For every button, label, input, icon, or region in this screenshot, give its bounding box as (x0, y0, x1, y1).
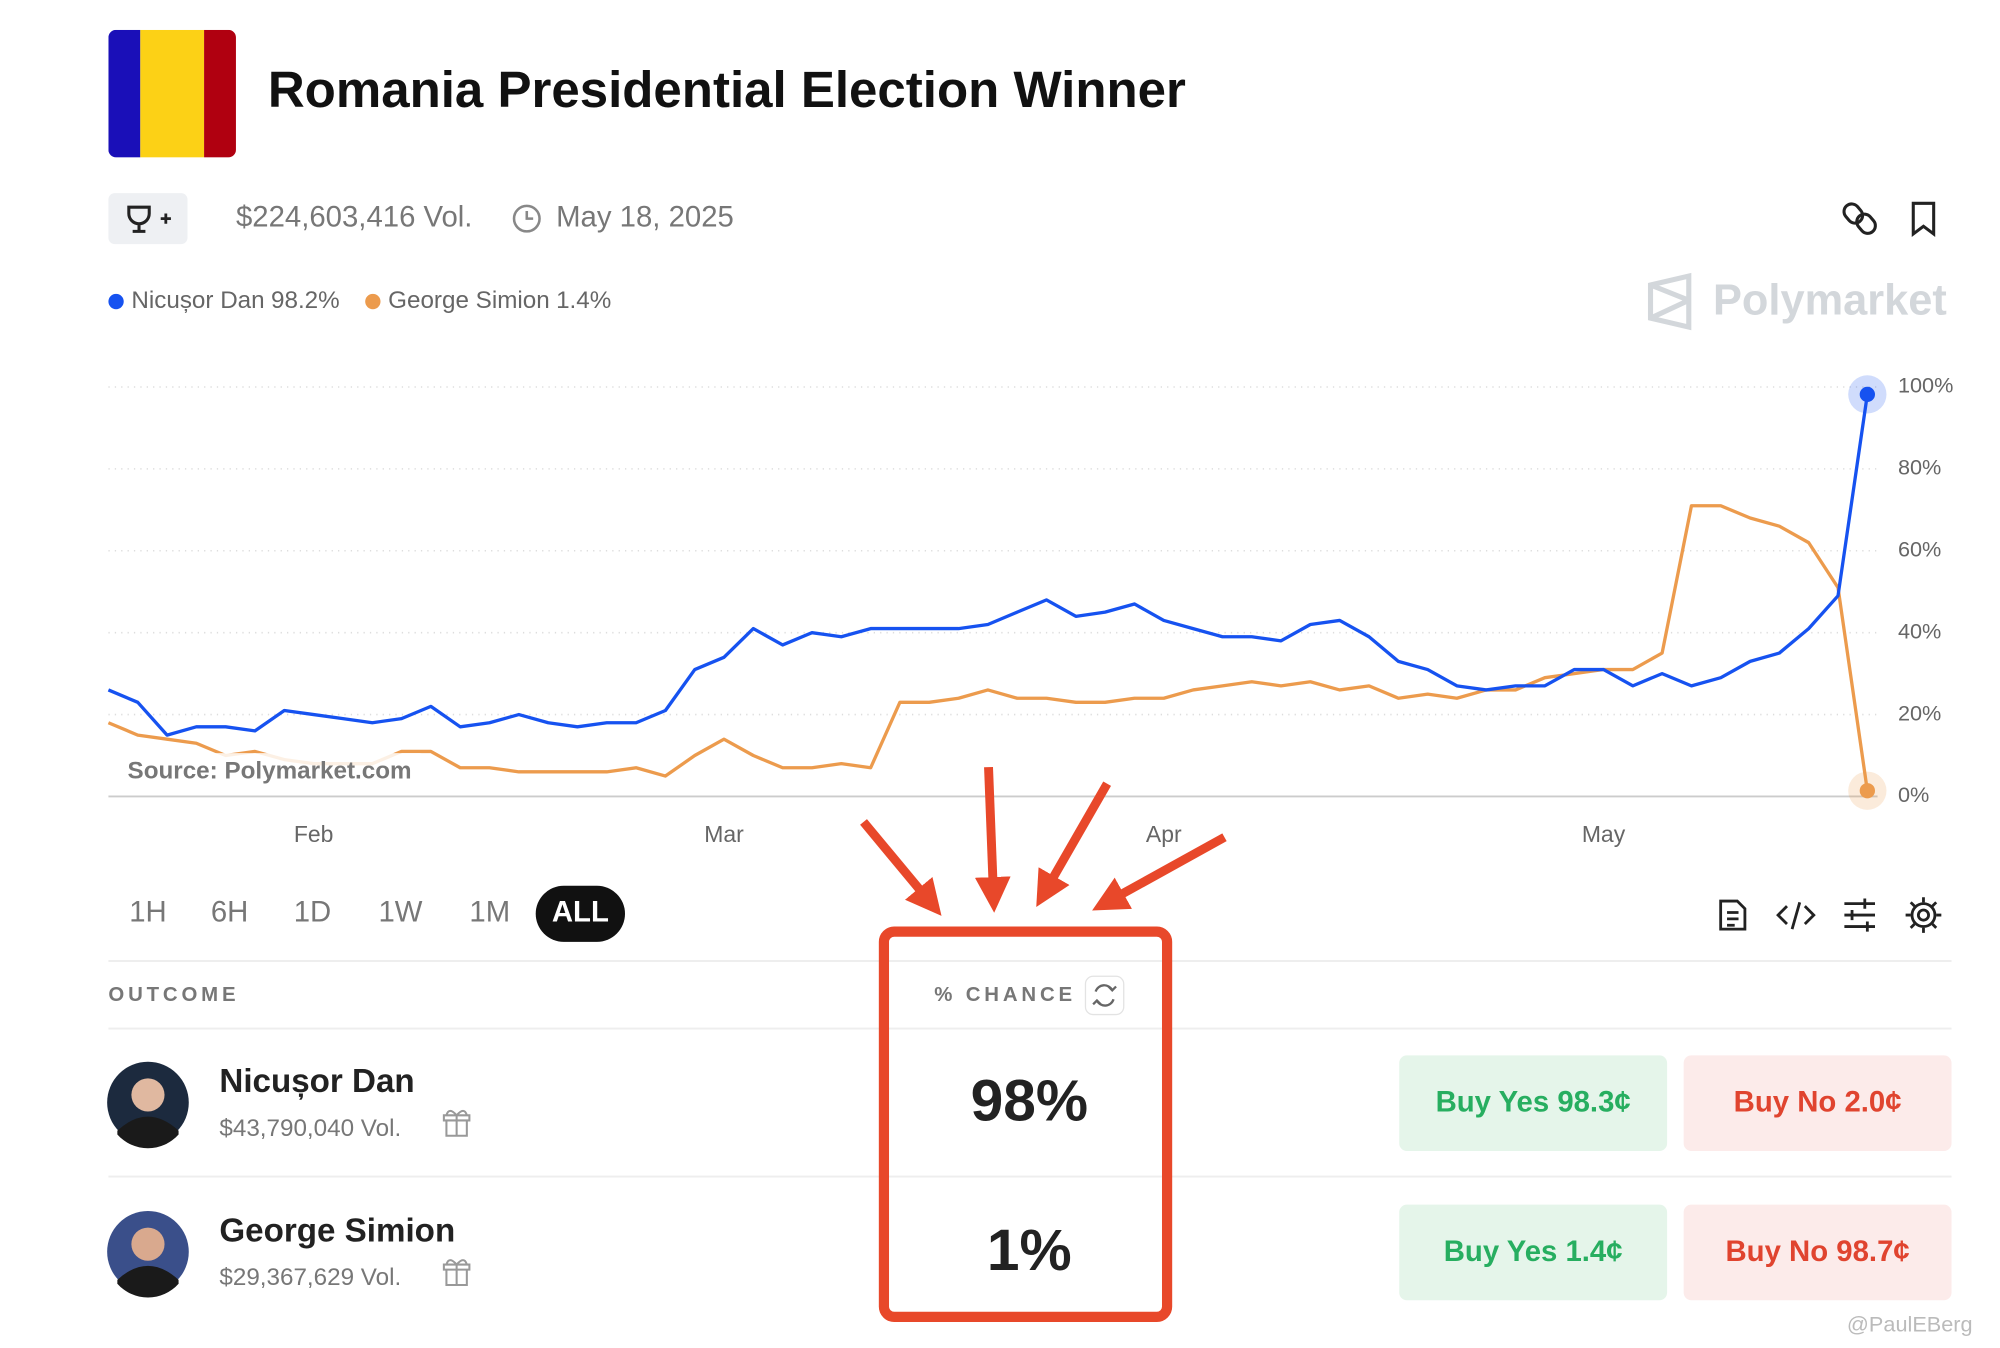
active-range-pill (535, 885, 625, 942)
avatar-body (117, 1265, 179, 1298)
y-tick-label: 20% (1898, 700, 1941, 725)
buy-yes-button[interactable] (1399, 1204, 1668, 1301)
header-outcome: OUTCOME (108, 984, 239, 1006)
highlight-box (878, 926, 1173, 1322)
embed-icon[interactable] (1776, 901, 1816, 930)
series-line (107, 504, 1869, 791)
chart-tools (1719, 897, 1942, 933)
y-tick-label: 40% (1898, 618, 1941, 643)
avatar-body (117, 1116, 179, 1149)
doc-icon[interactable] (1719, 899, 1747, 931)
link-icon[interactable] (1841, 201, 1879, 237)
brand-logo (1647, 272, 1692, 331)
flag (108, 29, 236, 158)
avatar-face (131, 1227, 165, 1261)
end-date: May 18, 2025 (556, 200, 734, 233)
bookmark-icon[interactable] (1911, 201, 1936, 238)
buy-yes-button[interactable] (1399, 1055, 1668, 1152)
y-tick-label: 60% (1898, 537, 1941, 562)
time-range[interactable]: 1W (379, 896, 423, 929)
clock-icon (512, 204, 541, 233)
buy-yes-label[interactable]: Buy Yes 98.3¢ (1436, 1086, 1631, 1119)
outcome-name: Nicușor Dan (219, 1063, 414, 1100)
buy-no-button[interactable] (1683, 1204, 1952, 1301)
legend-dot (365, 293, 381, 310)
arrows (860, 766, 1227, 916)
x-tick-label: Feb (294, 821, 334, 847)
time-range-tabs: 1H 6H 1D 1W 1M ALL (129, 885, 625, 942)
chart: 0% 20% 40% 60% 80% 100% Feb Mar Apr May (107, 373, 1953, 847)
gift-icon (442, 1259, 471, 1286)
chance: 1% (987, 1218, 1072, 1283)
time-range[interactable]: 1M (469, 896, 510, 929)
chance: 98% (971, 1069, 1088, 1134)
market-volume: $224,603,416 Vol. (236, 200, 472, 233)
brand-name: Polymarket (1713, 276, 1947, 324)
source: Source: Polymarket.com (128, 758, 412, 785)
refresh-icon[interactable] (1084, 975, 1125, 1016)
legend-dot (108, 293, 124, 310)
x-tick-label: May (1582, 821, 1626, 847)
y-tick-label: 100% (1898, 373, 1953, 398)
x-tick-label: Mar (704, 821, 744, 847)
trophy-button[interactable] (108, 193, 188, 245)
settings-icon[interactable] (1905, 897, 1942, 933)
buy-yes-label[interactable]: Buy Yes 1.4¢ (1444, 1235, 1623, 1268)
end-dot (1859, 386, 1875, 403)
end-dot (1859, 783, 1875, 799)
y-tick-label: 0% (1898, 782, 1929, 807)
legend-name: George Simion (388, 287, 550, 314)
time-range[interactable]: 1H (129, 896, 167, 929)
buy-no-label[interactable]: Buy No 98.7¢ (1726, 1235, 1910, 1268)
time-range[interactable]: ALL (552, 896, 609, 929)
legend: Nicușor Dan 98.2% George Simion 1.4% (108, 287, 611, 314)
outcome-volume: $43,790,040 Vol. (219, 1115, 401, 1142)
gift-icon (442, 1109, 471, 1137)
watermark: @PaulEBerg (1847, 1312, 1973, 1337)
x-tick-label: Apr (1146, 821, 1182, 847)
series-line (107, 394, 1869, 737)
title: Romania Presidential Election Winner (268, 61, 1186, 118)
outcome-volume: $29,367,629 Vol. (219, 1264, 401, 1291)
outcome-rows: Nicușor Dan $43,790,040 Vol. 98% Buy Yes 98… (107, 1055, 1952, 1301)
avatar-face (131, 1078, 165, 1112)
buy-no-label[interactable]: Buy No 2.0¢ (1734, 1086, 1902, 1119)
y-tick-label: 80% (1898, 455, 1941, 480)
time-range[interactable]: 1D (294, 896, 332, 929)
filter-icon[interactable] (1844, 898, 1875, 932)
time-range[interactable]: 6H (211, 896, 248, 929)
buy-no-button[interactable] (1683, 1055, 1952, 1152)
legend-value: 1.4% (556, 287, 611, 314)
outcome-name: George Simion (219, 1212, 455, 1249)
legend-value: 98.2% (271, 287, 340, 314)
header-chance: % CHANCE (934, 984, 1076, 1006)
legend-name: Nicușor Dan (131, 287, 264, 314)
source-bg (117, 753, 425, 792)
